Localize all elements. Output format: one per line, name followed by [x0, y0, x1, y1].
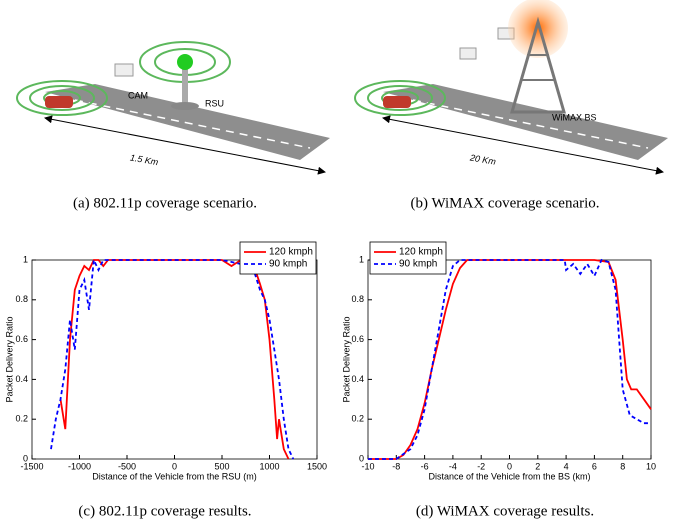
legend-label: 90 kmph [399, 259, 437, 270]
data-line [50, 256, 295, 460]
tower [510, 16, 566, 114]
y-tick-label: 0.4 [15, 374, 28, 384]
bs-signal [508, 0, 568, 58]
x-tick-label: -10 [361, 461, 374, 471]
y-tick-label: 0.6 [351, 334, 364, 344]
x-tick-label: -4 [449, 461, 457, 471]
y-tick-label: 0 [359, 453, 364, 463]
y-tick-label: 0.8 [351, 294, 364, 304]
message-icon [114, 63, 134, 77]
y-axis-label: Packet Delivery Ratio [4, 316, 14, 402]
y-tick-label: 1 [359, 254, 364, 264]
caption: (a) 802.11p coverage scenario. [73, 195, 257, 211]
x-tick-label: 500 [214, 461, 229, 471]
x-tick-label: -500 [118, 461, 136, 471]
x-tick-label: 8 [620, 461, 625, 471]
caption: (c) 802.11p coverage results. [78, 503, 251, 519]
y-tick-label: 0 [23, 453, 28, 463]
legend-label: 90 kmph [269, 259, 307, 270]
y-tick-label: 0.2 [15, 414, 28, 424]
y-tick-label: 1 [23, 254, 28, 264]
rsu-pole [182, 66, 188, 104]
label: RSU [205, 98, 224, 108]
rsu-light [177, 54, 193, 70]
x-tick-label: 6 [592, 461, 597, 471]
legend-box [369, 241, 447, 275]
x-tick-label: 4 [564, 461, 569, 471]
plot-frame [367, 259, 652, 460]
x-tick-label: 0 [172, 461, 177, 471]
x-tick-label: 1500 [307, 461, 327, 471]
y-tick-label: 0.8 [15, 294, 28, 304]
message-icon [459, 47, 477, 60]
signal-ring [354, 80, 446, 116]
label: 20 Km [468, 152, 497, 167]
x-tick-label: -1500 [20, 461, 43, 471]
signal-ring [16, 80, 108, 116]
signal-ring [29, 85, 95, 111]
caption: (b) WiMAX coverage scenario. [410, 195, 599, 211]
y-tick-label: 0.4 [351, 374, 364, 384]
x-tick-label: -6 [421, 461, 429, 471]
distance-arrow [44, 115, 326, 175]
x-tick-label: 0 [507, 461, 512, 471]
caption: (d) WiMAX coverage results. [416, 503, 594, 519]
scenario-b: WiMAX BS 20 Km [354, 0, 668, 175]
data-line [59, 258, 290, 460]
label: 1.5 Km [129, 152, 159, 167]
signal-ring [367, 85, 433, 111]
x-axis-label: Distance of the Vehicle from the RSU (m) [92, 471, 257, 481]
distance-arrow [382, 115, 664, 175]
y-tick-label: 0.6 [15, 334, 28, 344]
y-tick-label: 0.2 [351, 414, 364, 424]
label: CAM [128, 90, 148, 100]
rsu-base [171, 102, 199, 110]
x-tick-label: 10 [646, 461, 656, 471]
y-axis-label: Packet Delivery Ratio [341, 316, 351, 402]
x-tick-label: -8 [392, 461, 400, 471]
data-line [368, 259, 652, 460]
scenario-a: CAM RSU 1.5 Km [16, 41, 330, 175]
label: WiMAX BS [552, 112, 597, 122]
legend-box [239, 241, 317, 275]
x-tick-label: 1000 [259, 461, 279, 471]
x-tick-label: -1000 [68, 461, 91, 471]
x-tick-label: 2 [535, 461, 540, 471]
road [383, 84, 668, 160]
car [45, 96, 73, 108]
legend-label: 120 kmph [399, 247, 443, 258]
data-line [368, 258, 651, 460]
x-tick-label: -2 [477, 461, 485, 471]
x-axis-label: Distance of the Vehicle from the BS (km) [428, 471, 590, 481]
legend-label: 120 kmph [269, 247, 313, 258]
car [383, 96, 411, 108]
